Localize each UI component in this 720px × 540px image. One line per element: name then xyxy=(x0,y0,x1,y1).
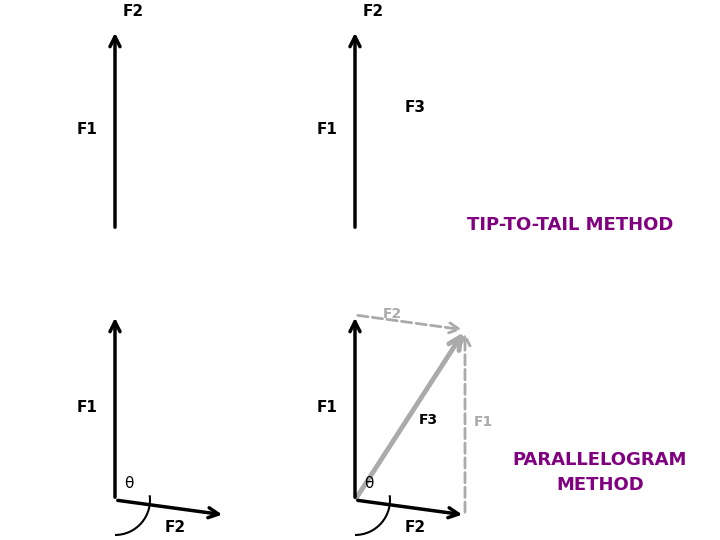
Text: F3: F3 xyxy=(405,100,426,115)
Text: METHOD: METHOD xyxy=(556,476,644,494)
Text: F3: F3 xyxy=(418,413,438,427)
Text: F1: F1 xyxy=(76,400,97,415)
Text: F1: F1 xyxy=(317,123,338,138)
Text: θ: θ xyxy=(125,476,134,491)
Text: F1: F1 xyxy=(317,400,338,415)
Text: F1: F1 xyxy=(473,415,492,429)
Text: F2: F2 xyxy=(362,4,384,19)
Text: F1: F1 xyxy=(76,123,97,138)
Text: PARALLELOGRAM: PARALLELOGRAM xyxy=(513,451,687,469)
Text: F2: F2 xyxy=(382,307,402,321)
Text: F2: F2 xyxy=(164,521,186,536)
Text: TIP-TO-TAIL METHOD: TIP-TO-TAIL METHOD xyxy=(467,216,673,234)
Text: θ: θ xyxy=(364,476,374,491)
Text: F2: F2 xyxy=(405,521,426,536)
Text: F2: F2 xyxy=(122,4,143,19)
